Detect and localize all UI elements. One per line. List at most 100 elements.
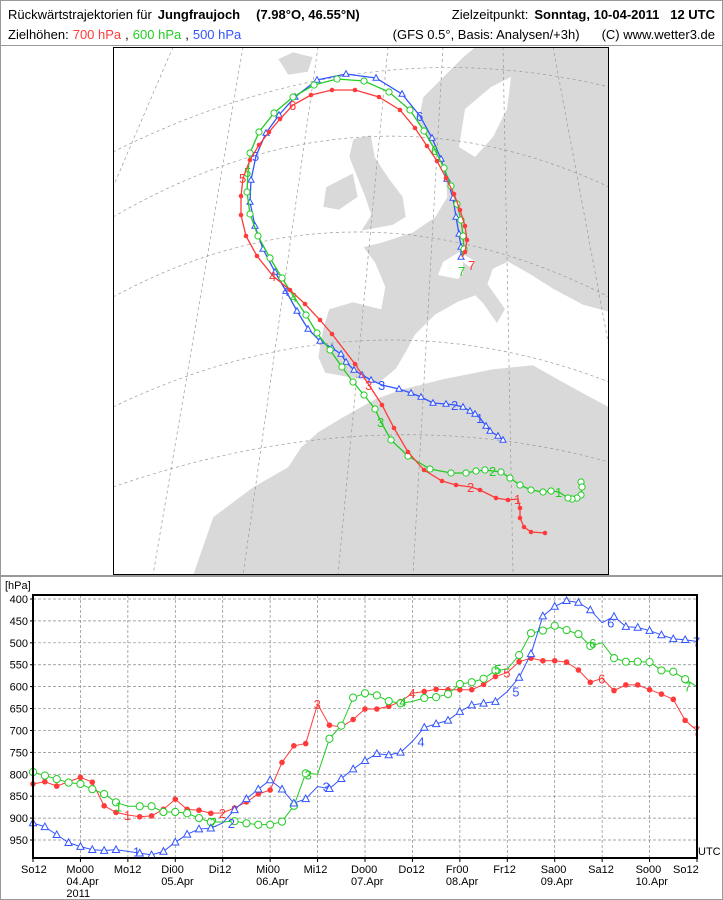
trajectory-point-500hPa [293, 306, 301, 314]
trajectory-point-700hPa [424, 143, 430, 149]
data-point [291, 742, 297, 749]
level-500: 500 hPa [192, 27, 242, 42]
x-tick-label: Mi00 [256, 864, 280, 876]
x-tick-label: Do12 [398, 864, 424, 876]
data-point [40, 771, 49, 780]
data-point [255, 791, 262, 797]
trajectory-point-500hPa [372, 73, 380, 81]
x-tick-label: 2011 [66, 888, 90, 900]
x-tick-label: 05.Apr [161, 876, 194, 888]
trajectory-point-500hPa [407, 388, 415, 396]
trajectory-point-700hPa [317, 317, 323, 323]
y-tick-label: 950 [10, 835, 28, 847]
trajectory-point-600hPa [302, 311, 310, 319]
series-day-marker: 5 [512, 684, 519, 699]
trajectory-point-600hPa [338, 363, 346, 371]
data-point [111, 844, 121, 853]
y-tick-label: 850 [10, 791, 28, 803]
graticule-line [412, 47, 444, 575]
data-point [633, 657, 642, 666]
trajectory-point-700hPa [457, 207, 463, 213]
trajectory-point-700hPa [421, 467, 427, 473]
trajectory-point-700hPa [302, 301, 308, 307]
trajectory-point-700hPa [391, 425, 397, 431]
data-point [348, 764, 358, 773]
data-point [586, 641, 595, 650]
italy-land [463, 262, 505, 323]
trajectory-point-500hPa [398, 89, 406, 97]
trajectory-point-700hPa [493, 495, 499, 501]
data-point [136, 813, 143, 820]
trajectory-point-700hPa [439, 478, 445, 484]
trajectory-point-600hPa [527, 486, 535, 494]
day-marker-600hPa: 3 [377, 415, 384, 430]
data-point [52, 775, 61, 784]
graticule-line [113, 47, 174, 188]
data-point [362, 706, 368, 712]
series-day-marker: 3 [305, 767, 312, 782]
trajectory-point-700hPa [329, 331, 335, 337]
trajectory-point-500hPa [429, 398, 437, 406]
trajectory-point-500hPa [342, 69, 350, 77]
data-point [99, 845, 109, 854]
data-point [374, 706, 380, 712]
series-day-marker: 6 [598, 671, 605, 686]
trajectory-point-600hPa [371, 405, 379, 413]
data-point [88, 785, 97, 794]
data-point [621, 657, 630, 666]
x-tick-label: 07.Apr [351, 876, 384, 888]
x-tick-label: 06.Apr [256, 876, 289, 888]
data-point [135, 802, 144, 811]
data-point [302, 740, 309, 747]
data-point [172, 796, 179, 803]
trajectory-point-700hPa [266, 129, 272, 135]
data-point [336, 773, 346, 782]
y-tick-label: 600 [10, 682, 28, 694]
trajectory-point-600hPa [387, 436, 395, 444]
data-point [575, 667, 582, 673]
trajectory-point-600hPa [516, 481, 524, 489]
data-point [587, 679, 594, 686]
day-marker-500hPa: 3 [378, 378, 385, 393]
trajectory-point-500hPa [316, 336, 324, 344]
data-point [384, 750, 394, 759]
map-frame [113, 47, 609, 575]
day-marker-700hPa: 2 [467, 480, 474, 495]
y-tick-label: 550 [10, 660, 28, 672]
data-point [562, 595, 572, 605]
land-area [192, 364, 609, 575]
data-point [183, 809, 192, 818]
trajectory-point-700hPa [397, 107, 403, 113]
data-point [550, 601, 560, 610]
trajectory-point-700hPa [464, 237, 470, 243]
data-point [526, 648, 536, 658]
data-point [349, 693, 358, 702]
title-prefix: Rückwärtstrajektorien für [8, 7, 152, 22]
data-point [396, 699, 405, 708]
data-point [196, 807, 202, 814]
trajectory-point-700hPa [434, 158, 440, 164]
graticule-line [113, 434, 609, 488]
data-point [372, 691, 381, 700]
trajectory-point-500hPa [313, 75, 321, 83]
trajectory-point-700hPa [243, 233, 249, 239]
x-tick-label: Fr00 [446, 864, 469, 876]
data-point [682, 717, 688, 724]
trajectory-point-700hPa [329, 87, 335, 93]
trajectory-point-500hPa [367, 375, 375, 383]
data-point [668, 634, 678, 643]
day-marker-500hPa: 5 [252, 149, 259, 164]
data-point [64, 837, 74, 846]
trajectory-point-600hPa [360, 391, 368, 399]
land-area [322, 172, 359, 211]
day-marker-700hPa: 7 [468, 258, 475, 273]
trajectory-point-600hPa [289, 93, 297, 101]
header: Rückwärtstrajektorien für Jungfraujoch (… [0, 0, 723, 46]
data-point [350, 716, 356, 723]
data-point [206, 823, 216, 832]
trajectory-point-600hPa [420, 127, 428, 135]
x-tick-label: Do00 [351, 864, 377, 876]
trajectory-point-600hPa [266, 254, 274, 262]
day-marker-700hPa: 1 [514, 492, 521, 507]
data-point [646, 686, 653, 693]
